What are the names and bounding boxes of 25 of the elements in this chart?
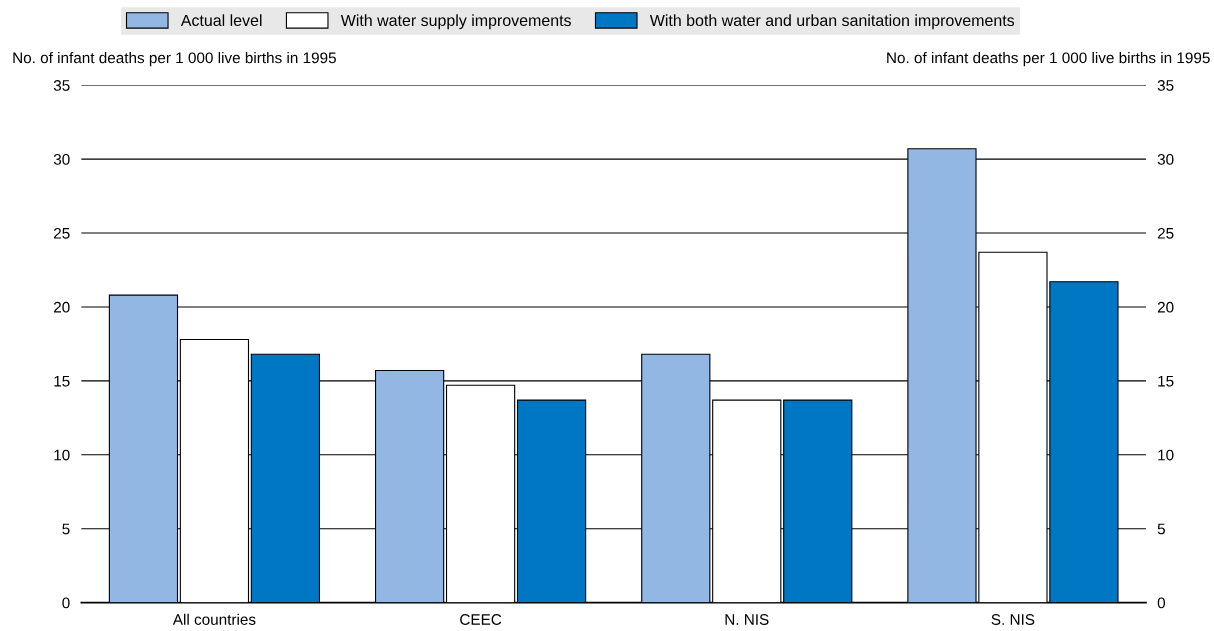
y-tick-label: 0 — [62, 597, 70, 609]
y-tick-label: 25 — [54, 227, 70, 239]
x-tick-label: All countries — [172, 613, 256, 625]
y2-axis-title: No. of infant deaths per 1 000 live births in 1995 — [887, 52, 1210, 67]
y2-tick-label: 20 — [1157, 301, 1174, 313]
y2-tick-label: 25 — [1157, 227, 1174, 239]
y2-tick-label: 10 — [1158, 449, 1174, 461]
y2-tick-label: 30 — [1157, 153, 1174, 165]
x-tick-label: CEEC — [460, 614, 502, 625]
y-tick-label: 20 — [54, 301, 70, 313]
y-tick-label: 5 — [62, 523, 70, 535]
y-tick-label: 10 — [54, 449, 70, 461]
x-tick-label: S. NIS — [991, 614, 1035, 625]
legend-label: With water supply improvements — [340, 14, 571, 30]
legend-label: With both water and urban sanitation improvements — [649, 14, 1015, 30]
y2-tick-label: 35 — [1157, 80, 1174, 91]
y2-tick-label: 5 — [1157, 523, 1165, 535]
y-tick-label: 30 — [53, 153, 70, 165]
y-axis-title: No. of infant deaths per 1 000 live births in 1995 — [13, 52, 336, 67]
y-tick-label: 35 — [53, 80, 70, 91]
y2-tick-label: 15 — [1158, 375, 1174, 387]
y-tick-label: 15 — [54, 375, 70, 387]
x-tick-label: N. NIS — [725, 614, 769, 625]
legend-label: Actual level — [180, 14, 262, 27]
y2-tick-label: 0 — [1157, 597, 1166, 609]
